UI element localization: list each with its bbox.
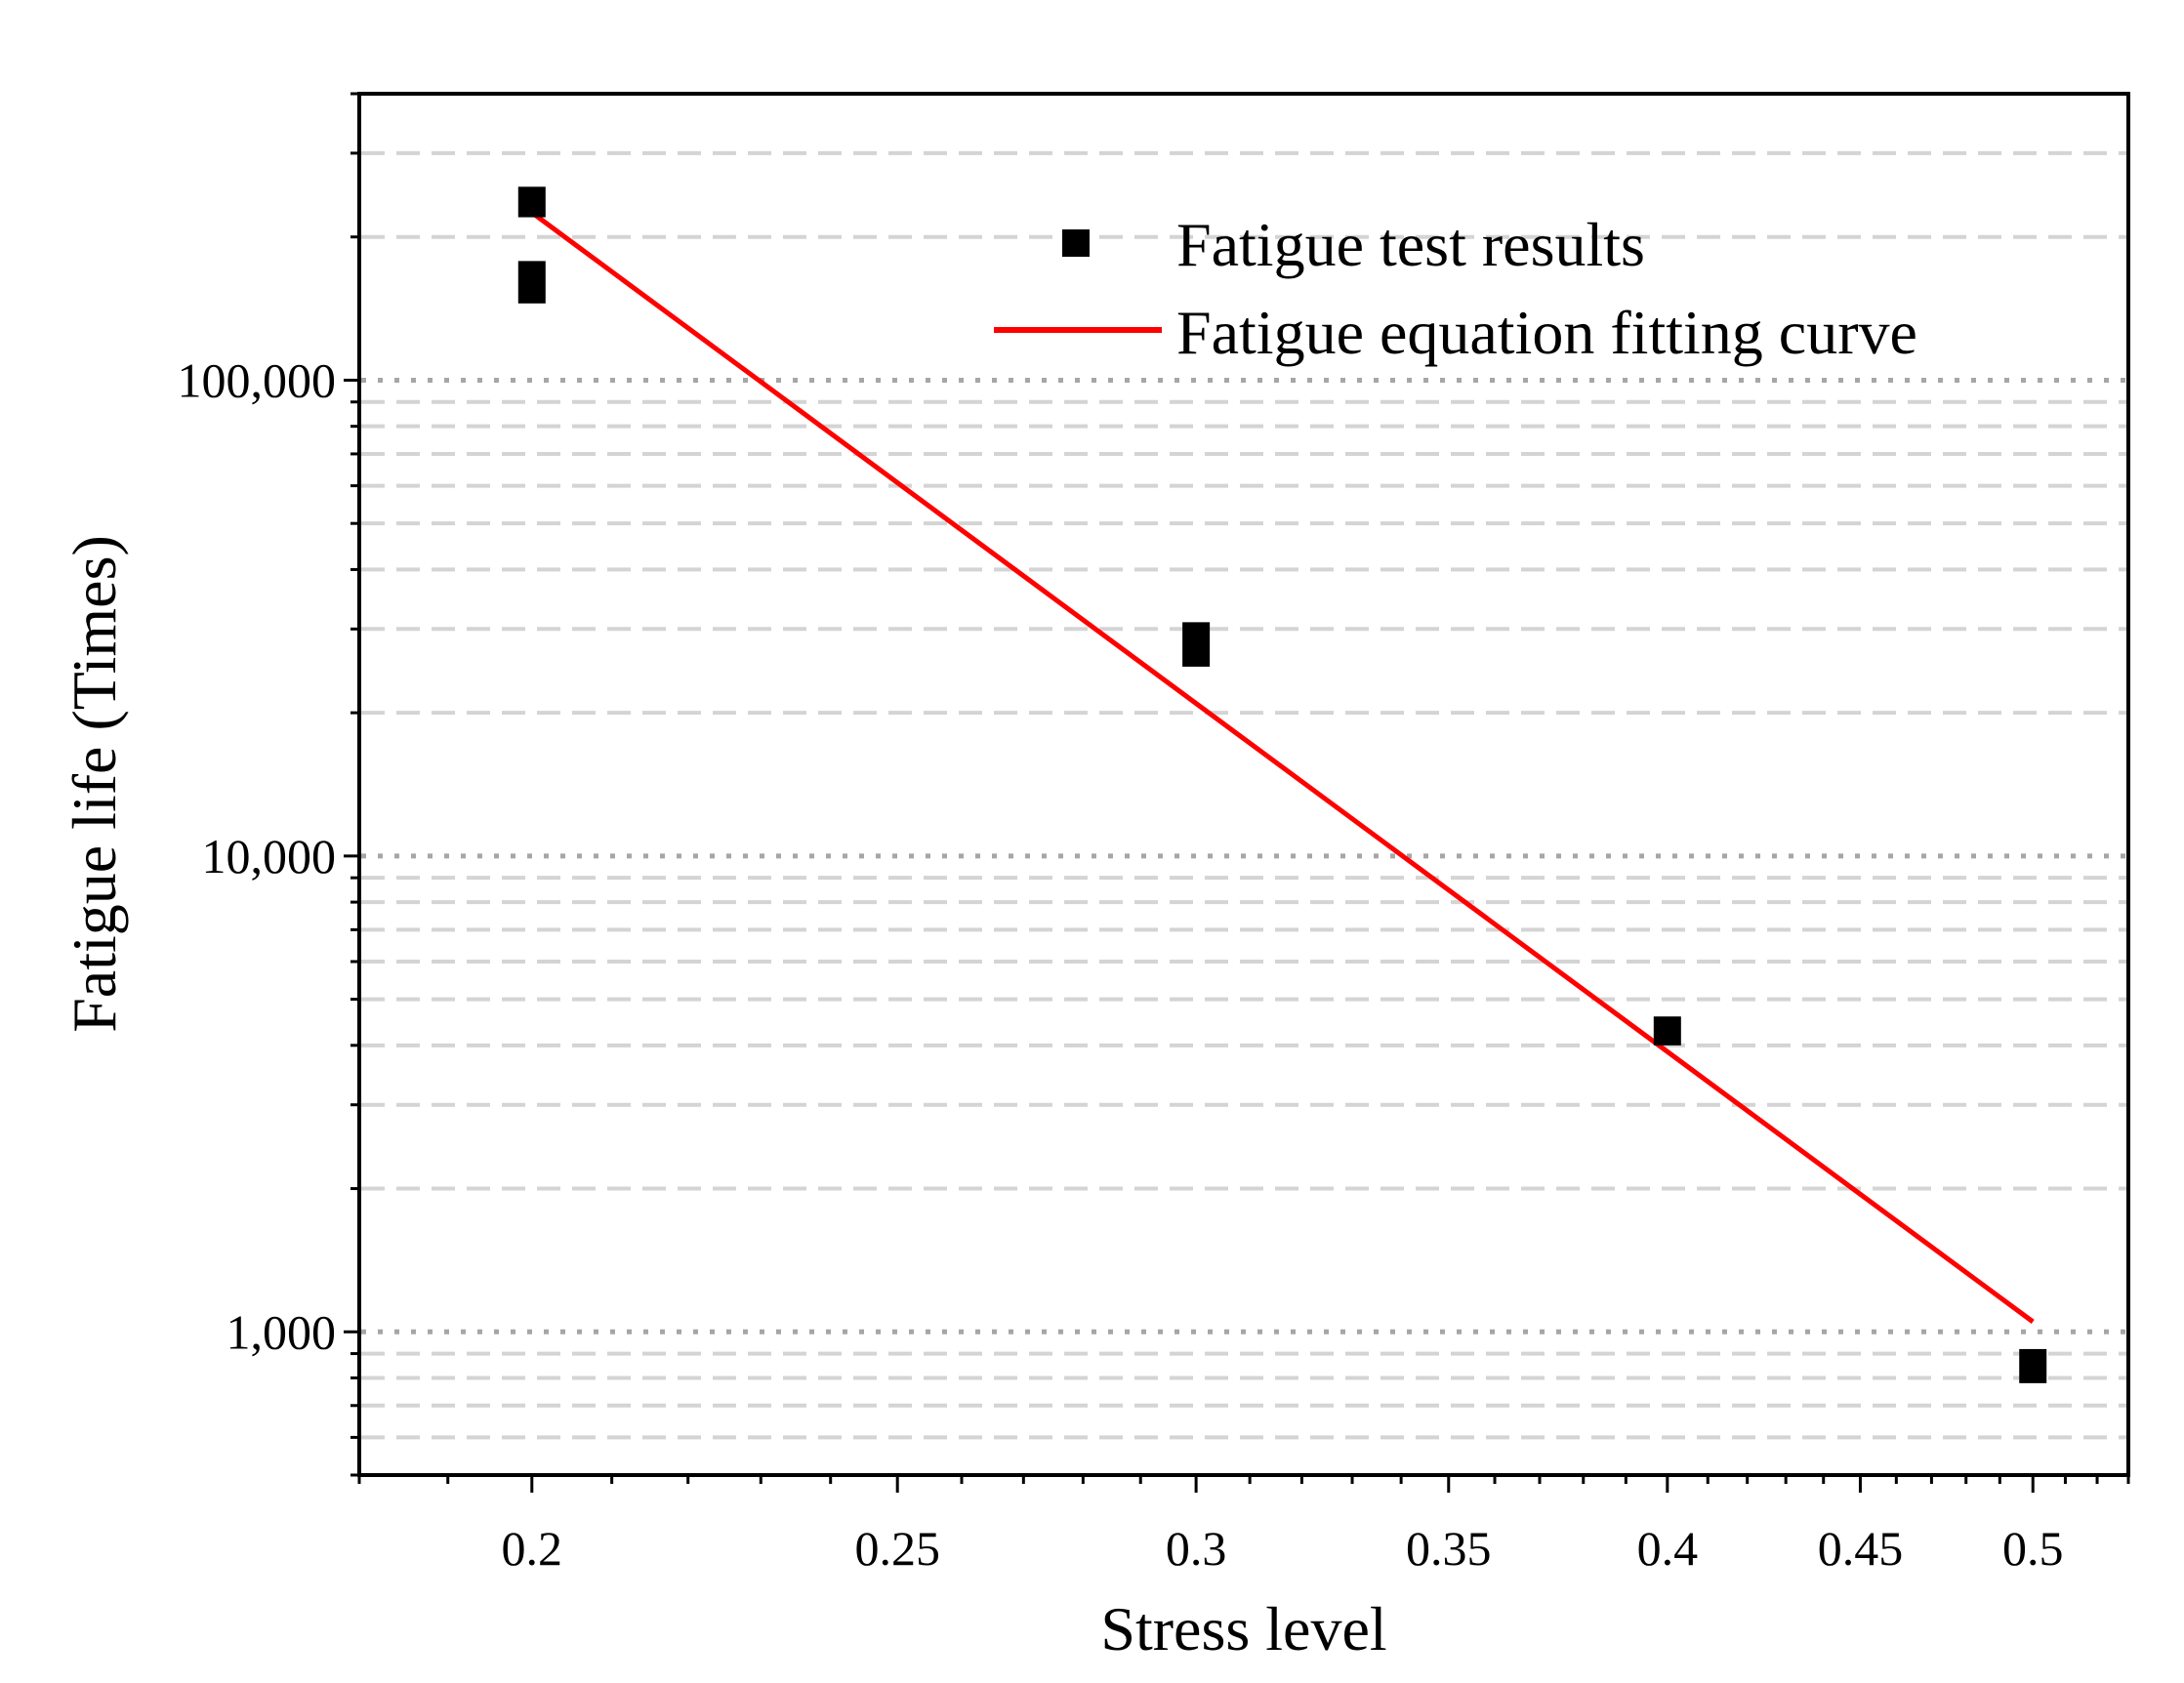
legend-marker-scatter: [1062, 229, 1090, 257]
axes: 1,000 10,000 100,000 0.2 0.25 0.3 0.35 0.4 0.45 0…: [178, 92, 2130, 1576]
y-tick-label: 100,000: [178, 352, 337, 407]
legend: Fatigue test results Fatigue equation fi…: [994, 210, 1917, 367]
plot-area: [517, 186, 2047, 1383]
x-tick-label: 0.2: [502, 1521, 563, 1576]
plot-frame: [357, 92, 2130, 1477]
y-tick-label: 1,000: [227, 1304, 337, 1359]
legend-label-test-results: Fatigue test results: [1176, 210, 1645, 279]
x-tick-label: 0.3: [1166, 1521, 1227, 1576]
data-point-marker: [517, 186, 546, 218]
y-axis-title: Fatigue life (Times): [60, 535, 129, 1033]
x-tick-label: 0.45: [1818, 1521, 1904, 1576]
data-point-marker: [1182, 622, 1211, 667]
grid: [361, 92, 2126, 1477]
x-tick-label: 0.4: [1637, 1521, 1699, 1576]
x-tick-label: 0.5: [2002, 1521, 2064, 1576]
data-point-marker: [2019, 1348, 2047, 1383]
x-tick-label: 0.25: [854, 1521, 940, 1576]
legend-label-fitting-curve: Fatigue equation fitting curve: [1176, 298, 1917, 367]
x-axis-title: Stress level: [1100, 1594, 1386, 1663]
y-tick-label: 10,000: [202, 829, 337, 883]
fitting-curve-line: [530, 210, 2035, 1324]
x-tick-label: 0.35: [1406, 1521, 1492, 1576]
data-point-marker: [517, 261, 546, 304]
data-point-marker: [1653, 1016, 1681, 1046]
